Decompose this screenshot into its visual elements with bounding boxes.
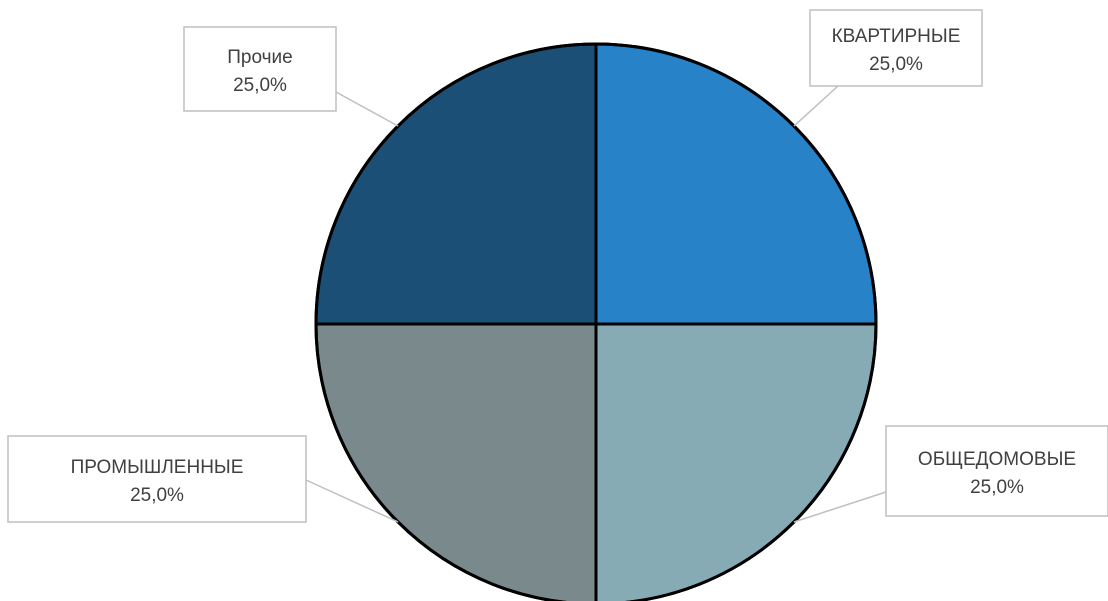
data-label-value: 25,0% [130, 485, 184, 506]
data-label-value: 25,0% [970, 477, 1024, 498]
data-label-category: ОБЩЕДОМОВЫЕ [918, 449, 1076, 470]
data-label-category: ПРОМЫШЛЕННЫЕ [71, 457, 244, 478]
data-label-box [885, 425, 1108, 517]
data-label-value: 25,0% [869, 54, 923, 75]
data-labels: КВАРТИРНЫЕ 25,0% ОБЩЕДОМОВЫЕ 25,0% ПРОМЫШЛЕН… [7, 9, 1108, 523]
leader-line [793, 85, 839, 127]
data-label-value: 25,0% [233, 75, 287, 96]
pie-slice [314, 42, 598, 326]
data-label-category: Прочие [227, 47, 292, 68]
pie-slice [314, 322, 598, 601]
data-label-category: КВАРТИРНЫЕ [832, 26, 961, 47]
pie-dividers [314, 42, 878, 601]
leader-line [335, 91, 399, 127]
pie-slices [314, 42, 878, 601]
data-label-box [183, 26, 337, 112]
pie-slice [594, 322, 878, 601]
pie-outline [314, 42, 878, 601]
data-label-box [809, 9, 983, 87]
leader-line [305, 479, 399, 523]
data-label-box [7, 435, 307, 523]
leader-line [793, 491, 887, 523]
